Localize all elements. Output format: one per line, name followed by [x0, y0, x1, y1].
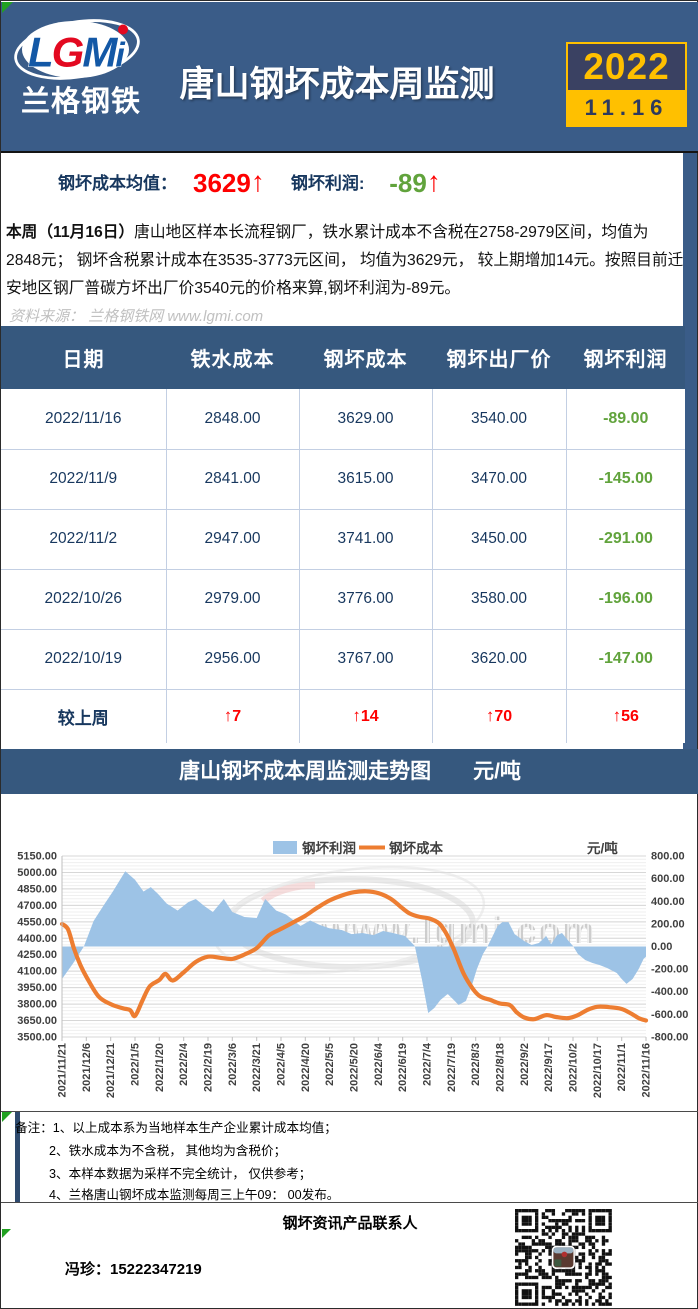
svg-text:2022/10/17: 2022/10/17 — [592, 1043, 604, 1098]
svg-text:钢坏成本: 钢坏成本 — [389, 840, 443, 856]
svg-text:3650.00: 3650.00 — [17, 1015, 57, 1027]
svg-text:4400.00: 4400.00 — [17, 933, 57, 945]
svg-text:2022/3/21: 2022/3/21 — [251, 1043, 263, 1092]
svg-text:钢坏利润: 钢坏利润 — [302, 840, 356, 856]
svg-text:2022/8/3: 2022/8/3 — [470, 1043, 482, 1086]
svg-text:2022/10/2: 2022/10/2 — [568, 1043, 580, 1092]
svg-text:2021/11/21: 2021/11/21 — [57, 1043, 69, 1097]
svg-text:2022/7/4: 2022/7/4 — [422, 1042, 434, 1086]
svg-text:4700.00: 4700.00 — [17, 900, 57, 912]
svg-text:-800.00: -800.00 — [651, 1032, 688, 1044]
svg-text:5150.00: 5150.00 — [17, 851, 57, 863]
svg-text:400.00: 400.00 — [651, 896, 685, 908]
svg-text:2022/6/19: 2022/6/19 — [397, 1043, 409, 1092]
svg-text:2022/2/4: 2022/2/4 — [178, 1042, 190, 1086]
svg-text:3800.00: 3800.00 — [17, 999, 57, 1011]
svg-text:2022/8/18: 2022/8/18 — [495, 1043, 507, 1092]
svg-text:2022/1/20: 2022/1/20 — [154, 1043, 166, 1092]
svg-text:2022/6/4: 2022/6/4 — [373, 1042, 385, 1086]
svg-text:0.00: 0.00 — [651, 941, 672, 953]
svg-text:2022/11/16: 2022/11/16 — [641, 1043, 653, 1097]
svg-text:2022/7/19: 2022/7/19 — [446, 1043, 458, 1092]
svg-text:2022/9/2: 2022/9/2 — [519, 1043, 531, 1086]
svg-text:-200.00: -200.00 — [651, 964, 688, 976]
svg-text:2022/1/5: 2022/1/5 — [130, 1043, 142, 1086]
svg-text:200.00: 200.00 — [651, 918, 685, 930]
svg-text:LGMi: LGMi — [28, 29, 126, 76]
svg-text:3500.00: 3500.00 — [17, 1032, 57, 1044]
svg-text:3950.00: 3950.00 — [17, 982, 57, 994]
svg-text:4850.00: 4850.00 — [17, 883, 57, 895]
svg-text:4550.00: 4550.00 — [17, 916, 57, 928]
svg-text:2022/2/19: 2022/2/19 — [203, 1043, 215, 1092]
svg-text:兰格钢铁: 兰格钢铁 — [21, 85, 141, 118]
svg-text:2022/9/17: 2022/9/17 — [543, 1043, 555, 1092]
svg-text:2021/12/6: 2021/12/6 — [81, 1043, 93, 1092]
svg-text:2022/5/20: 2022/5/20 — [349, 1043, 361, 1092]
svg-text:800.00: 800.00 — [651, 851, 685, 863]
svg-text:600.00: 600.00 — [651, 873, 685, 885]
svg-text:2022/11/1: 2022/11/1 — [616, 1043, 628, 1091]
svg-text:-600.00: -600.00 — [651, 1009, 688, 1021]
svg-text:-400.00: -400.00 — [651, 986, 688, 998]
svg-text:2022/4/5: 2022/4/5 — [276, 1043, 288, 1086]
svg-text:元/吨: 元/吨 — [587, 840, 618, 856]
svg-text:4250.00: 4250.00 — [17, 949, 57, 961]
svg-text:2022/4/20: 2022/4/20 — [300, 1043, 312, 1092]
svg-text:2022/5/5: 2022/5/5 — [324, 1043, 336, 1086]
svg-text:2022/3/6: 2022/3/6 — [227, 1043, 239, 1086]
svg-text:2021/12/21: 2021/12/21 — [105, 1043, 117, 1098]
svg-text:4100.00: 4100.00 — [17, 966, 57, 978]
svg-text:5000.00: 5000.00 — [17, 867, 57, 879]
